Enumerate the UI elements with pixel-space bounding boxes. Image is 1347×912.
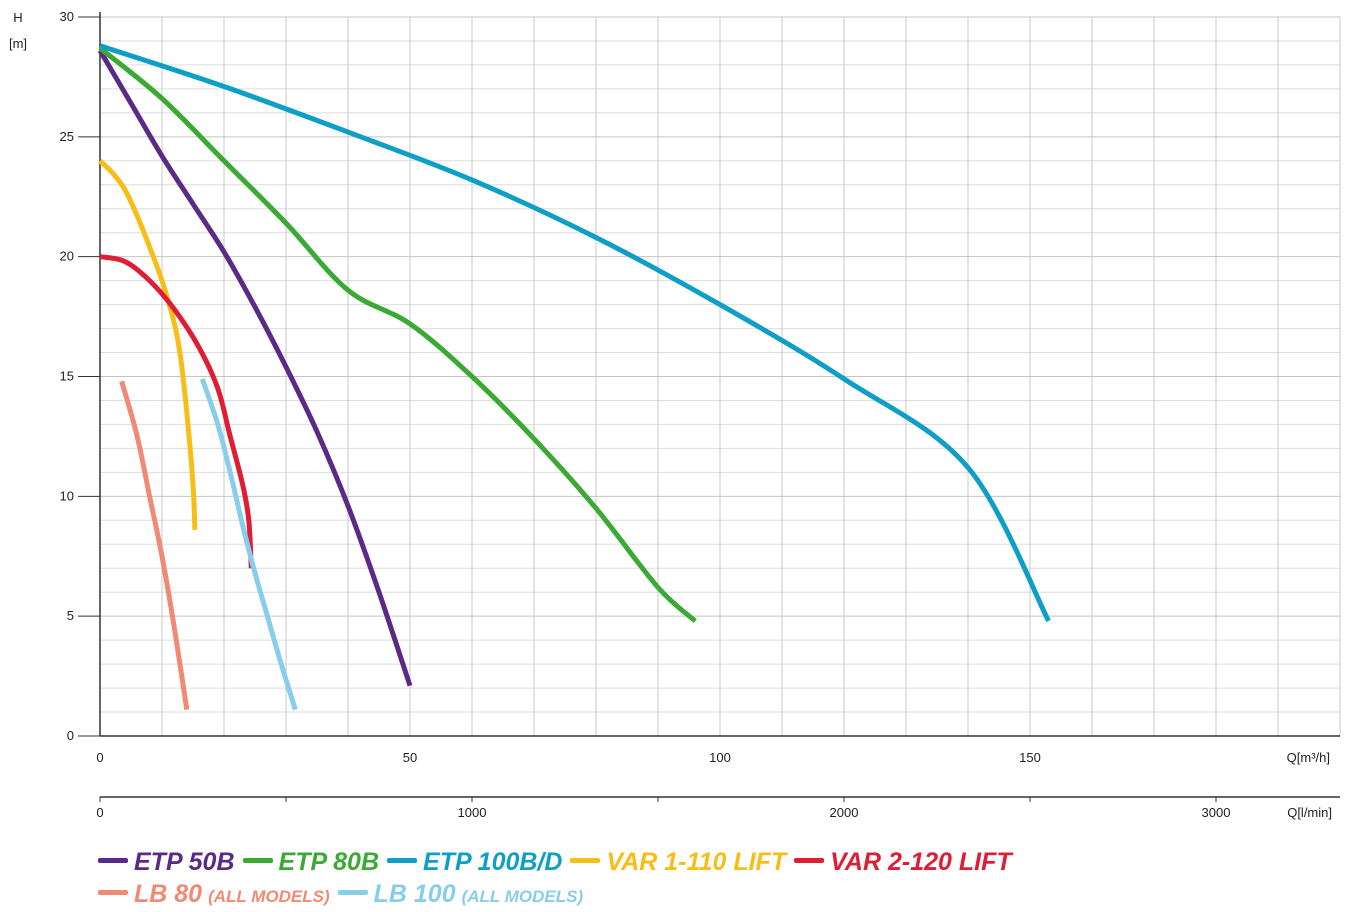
y-tick-label: 15	[60, 369, 74, 384]
pump-performance-chart: 0 5 10 15 20 25 30 H [m] 0 50 100 150 Q[m³/h] 0 1000 200…	[9, 9, 1341, 820]
legend-label: ETP 50B	[134, 847, 235, 876]
y-tick-label: 0	[67, 728, 74, 743]
y-tick-label: 10	[60, 488, 74, 503]
legend-swatch	[242, 857, 273, 863]
chart-series	[97, 43, 1051, 711]
legend-row-2: LB 80 (ALL MODELS) LB 100 (ALL MODELS)	[98, 878, 1020, 910]
legend-swatch	[337, 889, 368, 895]
x-tick-label: 50	[403, 750, 417, 765]
x-tick-label: 150	[1019, 750, 1041, 765]
legend-item-var-1-110-lift: VAR 1-110 LIFT	[570, 848, 786, 877]
y-tick-label: 5	[67, 608, 74, 623]
chart-axes	[78, 12, 1340, 802]
x-axis2-tick-label: 1000	[458, 805, 487, 820]
legend-swatch	[570, 857, 601, 863]
legend-item-lb-80: LB 80 (ALL MODELS)	[98, 880, 330, 909]
curve-etp-80b	[98, 46, 697, 623]
curve-var-2-120-lift	[99, 254, 254, 569]
legend-sublabel: (ALL MODELS)	[461, 886, 584, 906]
x-axis2-tick-label: 0	[96, 805, 103, 820]
x-axis2-tick-label: 2000	[830, 805, 859, 820]
y-tick-label: 30	[60, 9, 74, 24]
legend-label: LB 100	[373, 879, 456, 908]
chart-legend: ETP 50B ETP 80B ETP 100B/D VAR 1-110 LIFT VA…	[98, 846, 1020, 910]
y-axis-label-h: H	[13, 10, 22, 25]
legend-item-var-2-120-lift: VAR 2-120 LIFT	[794, 848, 1012, 877]
legend-label: ETP 80B	[278, 847, 380, 876]
legend-swatch	[98, 889, 128, 895]
x-axis2-tick-label: 3000	[1202, 805, 1231, 820]
x-axis2-label: Q[l/min]	[1287, 805, 1332, 820]
chart-labels: 0 5 10 15 20 25 30 H [m] 0 50 100 150 Q[m³/h] 0 1000 200…	[9, 9, 1332, 820]
legend-item-lb-100: LB 100 (ALL MODELS)	[337, 879, 584, 909]
legend-row-1: ETP 50B ETP 80B ETP 100B/D VAR 1-110 LIFT VA…	[98, 846, 1020, 878]
legend-label: VAR 2-120 LIFT	[830, 847, 1012, 876]
legend-swatch	[98, 857, 128, 863]
y-axis-label-unit: [m]	[9, 36, 27, 51]
x-tick-label: 100	[709, 750, 731, 765]
curve-lb-100	[199, 378, 298, 711]
curve-etp-100b-d	[99, 43, 1051, 623]
x-axis-label: Q[m³/h]	[1287, 750, 1330, 765]
curve-etp-50b	[97, 49, 413, 687]
legend-label: VAR 1-110 LIFT	[606, 847, 787, 876]
y-tick-label: 20	[60, 249, 74, 264]
legend-swatch	[387, 857, 418, 863]
x-tick-label: 0	[96, 750, 103, 765]
curve-var-1-110-lift	[98, 158, 198, 530]
legend-item-etp-80b: ETP 80B	[242, 847, 380, 877]
legend-label: ETP 100B/D	[423, 847, 563, 876]
curve-lb-80	[119, 380, 190, 711]
legend-swatch	[794, 857, 825, 863]
legend-sublabel: (ALL MODELS)	[208, 886, 330, 906]
chart-grid	[100, 16, 1341, 736]
legend-item-etp-50b: ETP 50B	[98, 848, 235, 877]
legend-item-etp-100b-d: ETP 100B/D	[387, 848, 562, 877]
legend-label: LB 80	[134, 879, 203, 908]
y-tick-label: 25	[60, 129, 74, 144]
